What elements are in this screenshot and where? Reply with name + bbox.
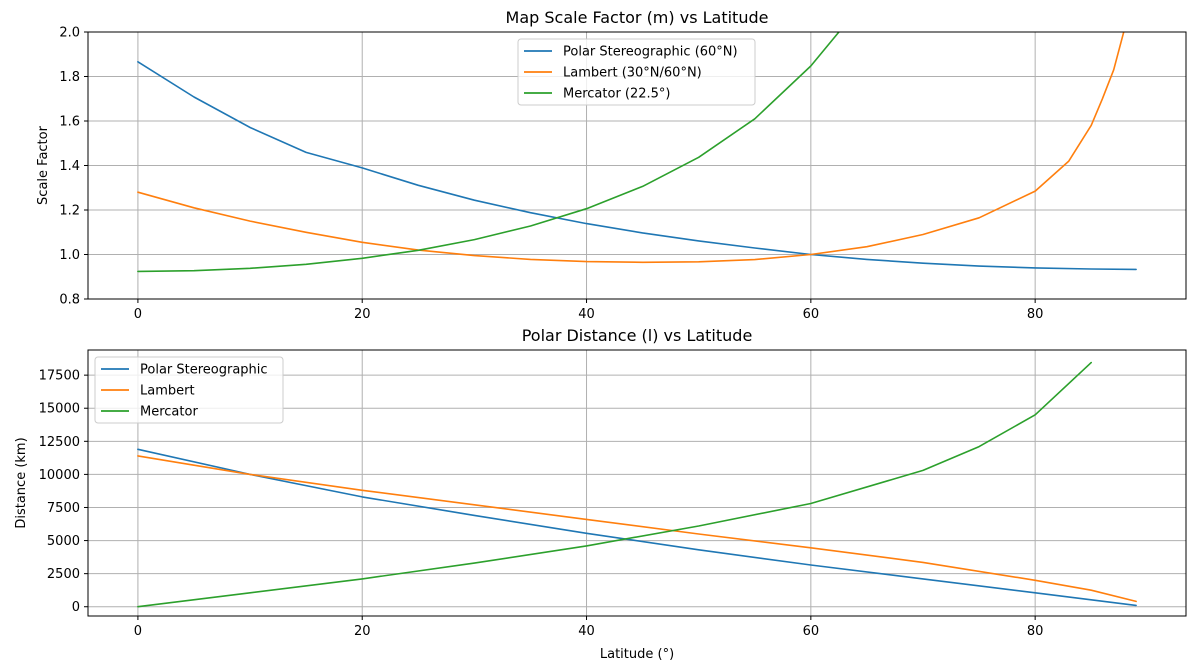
legend-label-2: Lambert xyxy=(140,384,195,399)
y-tick-label: 12500 xyxy=(39,435,80,450)
y-tick-label: 1.0 xyxy=(59,248,80,263)
series-line-2 xyxy=(137,455,1137,603)
chart-title: Polar Distance (l) vs Latitude xyxy=(522,326,753,345)
charts: 0 20 40 60 80 0.8 1.0 1.2 1.4 1.6 1.8 2.0 Map Scale … xyxy=(14,8,1187,662)
x-axis: 0 20 40 60 80 xyxy=(134,616,1044,639)
x-tick-label: 40 xyxy=(578,307,595,322)
chart-title: Map Scale Factor (m) vs Latitude xyxy=(506,8,769,27)
x-axis: 0 20 40 60 80 xyxy=(134,299,1044,322)
y-tick-label: 15000 xyxy=(39,402,80,417)
series-line-3 xyxy=(137,361,1092,608)
y-tick-label: 0 xyxy=(72,600,80,615)
y-tick-label: 2.0 xyxy=(59,26,80,41)
legend-box xyxy=(517,38,756,106)
y-tick-label: 1.4 xyxy=(59,159,80,174)
x-tick-label: 60 xyxy=(803,307,820,322)
series-line-1 xyxy=(137,448,1137,607)
x-tick-label: 20 xyxy=(354,307,371,322)
y-axis: 0 2500 5000 7500 10000 12500 15000 17500 xyxy=(39,369,88,615)
legend-label-2: Lambert (30°N/60°N) xyxy=(563,66,702,81)
legend: Polar Stereographic (60°N) Lambert (30°N/… xyxy=(517,38,756,106)
y-axis-label: Distance (km) xyxy=(14,437,29,528)
chart-1: 0 20 40 60 80 0.8 1.0 1.2 1.4 1.6 1.8 2.0 Map Scale … xyxy=(36,8,1187,322)
x-tick-label: 20 xyxy=(354,624,371,639)
legend-box xyxy=(94,356,284,424)
y-tick-label: 7500 xyxy=(47,501,80,516)
y-tick-label: 10000 xyxy=(39,468,80,483)
chart-2: 0 20 40 60 80 0 2500 5000 7500 10000 12500 15000 175… xyxy=(14,326,1187,662)
y-tick-label: 17500 xyxy=(39,369,80,384)
y-tick-label: 1.6 xyxy=(59,115,80,130)
series-group xyxy=(137,32,1137,273)
y-tick-label: 2500 xyxy=(47,567,80,582)
x-tick-label: 0 xyxy=(134,624,142,639)
y-tick-label: 0.8 xyxy=(59,293,80,308)
series-line-2 xyxy=(137,32,1125,264)
y-tick-label: 1.8 xyxy=(59,70,80,85)
legend-label-3: Mercator (22.5°) xyxy=(563,87,671,102)
series-group xyxy=(137,361,1137,608)
legend-label-1: Polar Stereographic xyxy=(140,363,268,378)
y-axis: 0.8 1.0 1.2 1.4 1.6 1.8 2.0 xyxy=(59,26,88,308)
x-tick-label: 60 xyxy=(803,624,820,639)
legend-label-1: Polar Stereographic (60°N) xyxy=(563,45,738,60)
y-axis-label: Scale Factor xyxy=(36,125,51,205)
y-tick-label: 1.2 xyxy=(59,204,80,219)
series-line-3 xyxy=(137,32,840,273)
x-tick-label: 40 xyxy=(578,624,595,639)
y-tick-label: 5000 xyxy=(47,534,80,549)
x-tick-label: 80 xyxy=(1027,624,1044,639)
legend: Polar Stereographic Lambert Mercator xyxy=(94,356,284,424)
legend-label-3: Mercator xyxy=(140,405,198,420)
x-tick-label: 0 xyxy=(134,307,142,322)
grid xyxy=(88,350,1186,616)
axes-frame xyxy=(87,349,1187,617)
series-line-1 xyxy=(137,61,1137,271)
x-tick-label: 80 xyxy=(1027,307,1044,322)
x-axis-label: Latitude (°) xyxy=(600,647,674,662)
